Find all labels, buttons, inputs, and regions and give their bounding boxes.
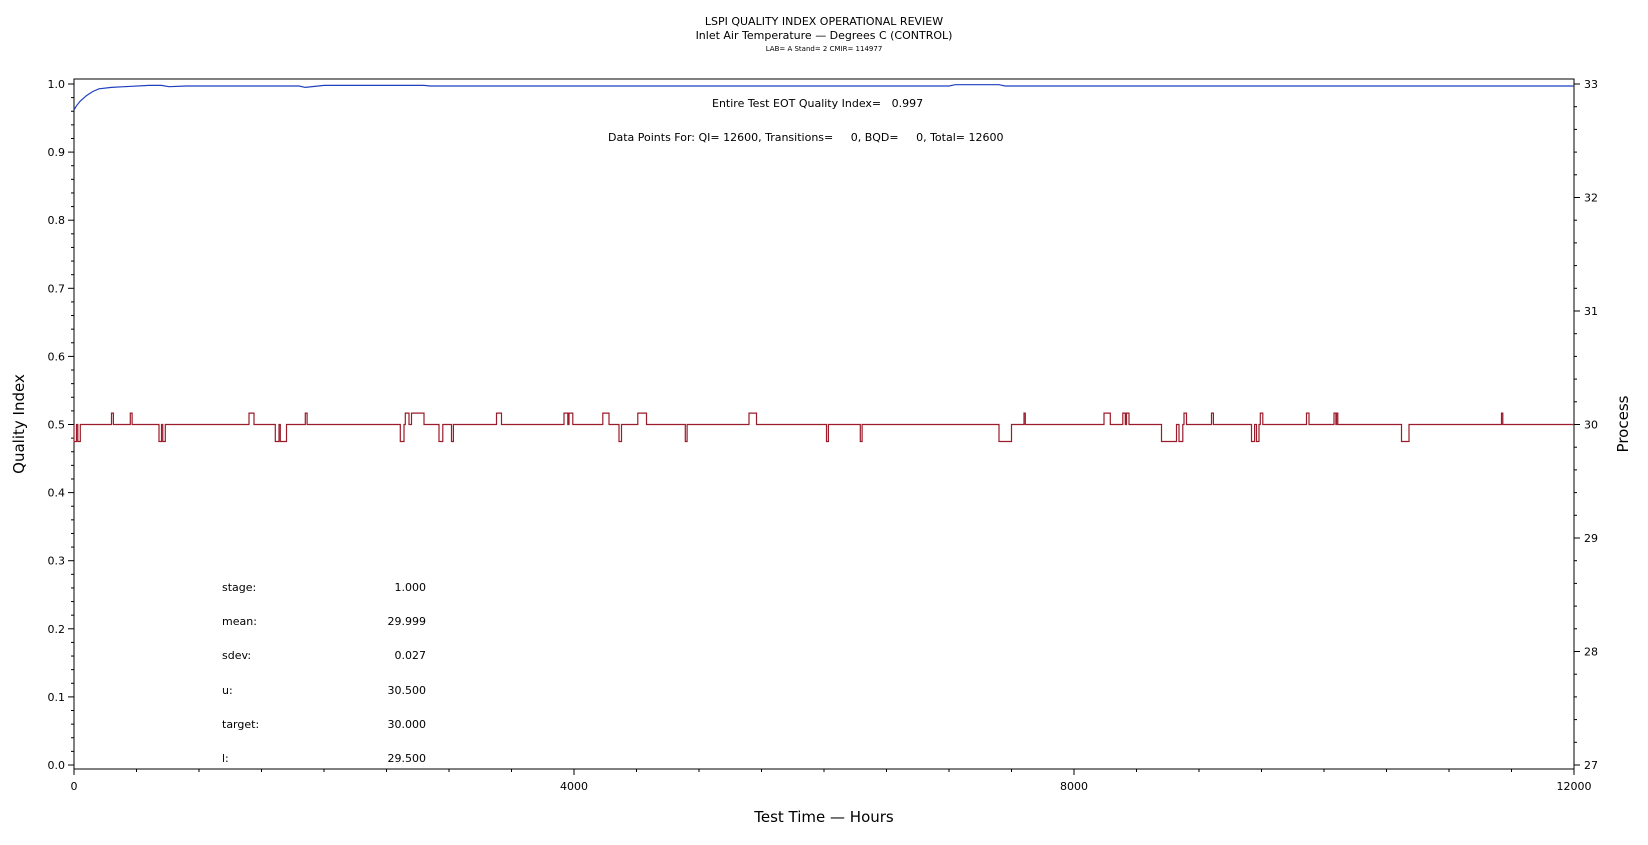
y-axis-left-label: Quality Index bbox=[10, 374, 28, 474]
stats-block: stage: 1.000 mean: 29.999 sdev: 0.027 u:… bbox=[222, 581, 426, 765]
annotation-data-points: Data Points For: QI= 12600, Transitions=… bbox=[608, 131, 1003, 144]
x-tick-label: 4000 bbox=[560, 780, 588, 793]
x-axis: 0 4000 8000 12000 bbox=[71, 769, 1592, 793]
annotation-quality-index: Entire Test EOT Quality Index= 0.997 bbox=[712, 97, 923, 110]
process-line bbox=[73, 412, 1574, 443]
stat-value: 30.000 bbox=[388, 718, 427, 731]
x-tick-label: 8000 bbox=[1060, 780, 1088, 793]
stat-label: u: bbox=[222, 684, 233, 697]
y-right-tick-label: 27 bbox=[1584, 759, 1598, 772]
chart-subtitle-2: LAB= A Stand= 2 CMIR= 114977 bbox=[766, 45, 883, 53]
y-axis-right-label: Process bbox=[1614, 395, 1632, 452]
stat-label: sdev: bbox=[222, 649, 251, 662]
stat-value: 30.500 bbox=[388, 684, 427, 697]
y-left-tick-label: 1.0 bbox=[48, 78, 66, 91]
y-left-tick-label: 0.7 bbox=[48, 282, 66, 295]
y-left-tick-label: 0.2 bbox=[48, 623, 66, 636]
y-right-tick-label: 31 bbox=[1584, 305, 1598, 318]
x-tick-label: 12000 bbox=[1557, 780, 1592, 793]
y-right-tick-label: 33 bbox=[1584, 78, 1598, 91]
y-right-tick-label: 28 bbox=[1584, 646, 1598, 659]
quality-index-line bbox=[73, 84, 1574, 111]
y-left-tick-label: 0.0 bbox=[48, 759, 66, 772]
series-group bbox=[73, 84, 1574, 443]
y-left-tick-label: 0.9 bbox=[48, 146, 66, 159]
y-axis-right: 27 28 29 30 31 32 33 bbox=[1574, 78, 1598, 772]
stat-label: l: bbox=[222, 752, 229, 765]
y-right-tick-label: 29 bbox=[1584, 532, 1598, 545]
y-left-tick-label: 0.4 bbox=[48, 487, 66, 500]
y-left-tick-label: 0.5 bbox=[48, 419, 66, 432]
stat-value: 29.500 bbox=[388, 752, 427, 765]
stat-value: 29.999 bbox=[388, 615, 427, 628]
stat-label: stage: bbox=[222, 581, 256, 594]
y-left-tick-label: 0.3 bbox=[48, 555, 66, 568]
y-left-tick-label: 0.1 bbox=[48, 691, 66, 704]
y-left-tick-label: 0.6 bbox=[48, 350, 66, 363]
stat-label: target: bbox=[222, 718, 259, 731]
stat-label: mean: bbox=[222, 615, 257, 628]
y-right-tick-label: 30 bbox=[1584, 419, 1598, 432]
stat-value: 1.000 bbox=[395, 581, 427, 594]
y-right-tick-label: 32 bbox=[1584, 192, 1598, 205]
chart-subtitle: Inlet Air Temperature — Degrees C (CONTR… bbox=[696, 29, 953, 42]
y-left-tick-label: 0.8 bbox=[48, 214, 66, 227]
x-tick-label: 0 bbox=[71, 780, 78, 793]
stat-value: 0.027 bbox=[395, 649, 427, 662]
y-axis-left: 0.0 0.1 0.2 0.3 0.4 0.5 0.6 0.7 0.8 0.9 1.0 bbox=[48, 78, 74, 772]
x-axis-label: Test Time — Hours bbox=[753, 808, 894, 826]
chart-title: LSPI QUALITY INDEX OPERATIONAL REVIEW bbox=[705, 15, 943, 28]
